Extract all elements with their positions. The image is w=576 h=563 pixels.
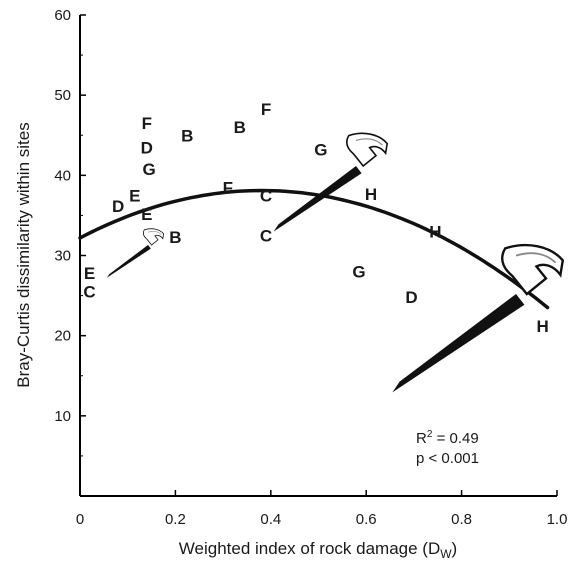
data-point: C <box>260 186 272 205</box>
axes: 0 0.2 0.4 0.6 0.8 1.0 10 20 30 40 50 60 <box>54 7 567 528</box>
x-axis-title: Weighted index of rock damage (DW) <box>179 539 457 561</box>
data-point: H <box>537 317 549 336</box>
hammer-icon <box>392 243 565 393</box>
data-point: G <box>352 263 365 282</box>
hammer-handle <box>106 245 151 278</box>
r-squared-prefix: R <box>416 430 427 447</box>
hammer-shading <box>515 252 557 264</box>
data-point: D <box>112 197 124 216</box>
x-tick-label: 0.2 <box>165 511 186 528</box>
y-tick-label: 60 <box>54 7 71 24</box>
data-point: F <box>142 114 152 133</box>
y-tick-label: 40 <box>54 167 71 184</box>
data-point: G <box>314 141 327 160</box>
x-tick-label: 0.4 <box>260 511 281 528</box>
data-point: H <box>429 222 441 241</box>
r-squared-annotation: R2 = 0.49 <box>416 429 479 447</box>
x-tick-label: 0.8 <box>451 511 472 528</box>
data-point: H <box>365 185 377 204</box>
x-axis-title-main: Weighted index of rock damage (D <box>179 539 440 558</box>
x-tick-label: 1.0 <box>547 511 568 528</box>
hammer-icon <box>106 228 165 278</box>
data-point: B <box>181 126 193 145</box>
x-axis-title-subscript: W <box>440 547 452 561</box>
r-squared-superscript: 2 <box>427 429 433 440</box>
x-tick-label: 0.6 <box>356 511 377 528</box>
hammer-shading <box>147 231 162 235</box>
y-tick-label: 10 <box>54 408 71 425</box>
y-tick-label: 30 <box>54 248 71 265</box>
y-axis-title: Bray-Curtis dissimilarity within sites <box>14 122 33 387</box>
hammer-handle <box>273 166 362 232</box>
data-point: D <box>405 288 417 307</box>
data-point: B <box>234 118 246 137</box>
data-point: C <box>83 283 95 302</box>
data-point: D <box>141 138 153 157</box>
hammer-handle <box>392 294 525 393</box>
data-point: E <box>84 264 95 283</box>
data-point: G <box>143 160 156 179</box>
x-axis-title-close: ) <box>452 539 458 558</box>
fit-layer <box>78 188 550 310</box>
hammers <box>106 132 565 393</box>
hammer-icon <box>273 132 389 232</box>
y-tick-label: 20 <box>54 328 71 345</box>
data-point: F <box>223 178 233 197</box>
hammer-shading <box>355 138 383 146</box>
data-point: E <box>141 205 152 224</box>
data-point: C <box>260 226 272 245</box>
r-squared-value: = 0.49 <box>432 430 478 447</box>
data-point: B <box>169 228 181 247</box>
y-tick-label: 50 <box>54 87 71 104</box>
x-tick-label: 0 <box>76 511 84 528</box>
fit-curve <box>78 188 550 310</box>
data-point: E <box>129 186 140 205</box>
data-point: F <box>261 100 271 119</box>
p-value-annotation: p < 0.001 <box>416 450 479 467</box>
